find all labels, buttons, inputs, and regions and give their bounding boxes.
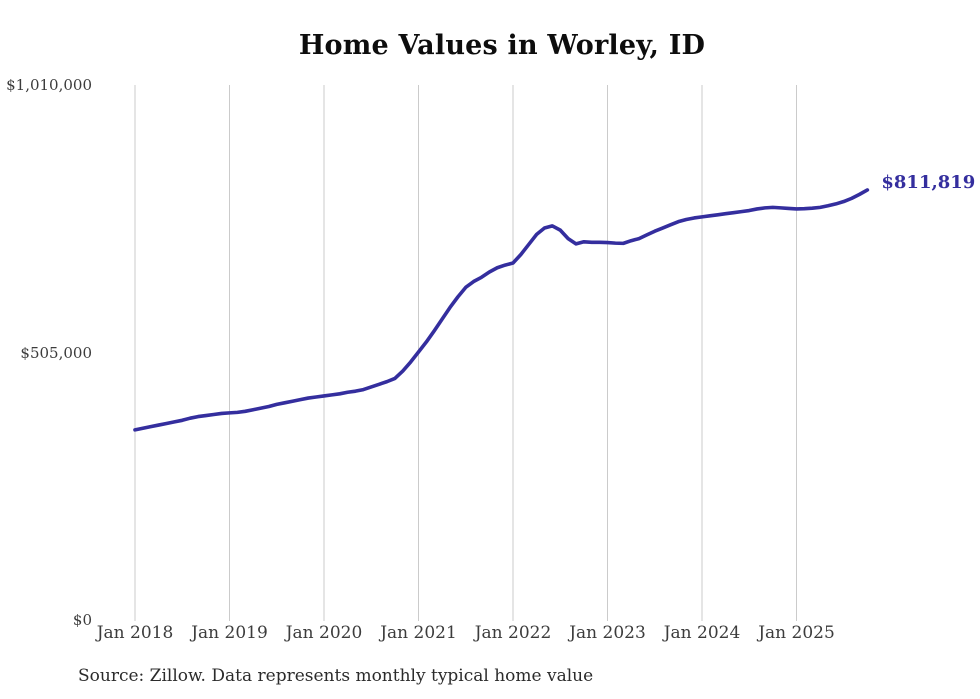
chart-title: Home Values in Worley, ID — [298, 30, 706, 61]
source-note: Source: Zillow. Data represents monthly … — [78, 666, 594, 686]
x-axis-label: Jan 2023 — [569, 623, 646, 643]
x-axis-label: Jan 2020 — [285, 623, 363, 643]
x-axis-label: Jan 2018 — [96, 623, 174, 643]
home-value-line — [133, 188, 870, 432]
y-axis-label: $1,010,000 — [6, 76, 92, 94]
y-axis-label: $0 — [72, 611, 92, 629]
y-axis-label: $505,000 — [20, 343, 92, 362]
x-axis-label: Jan 2019 — [191, 623, 268, 643]
x-axis-label: Jan 2025 — [758, 623, 835, 643]
x-axis-label: Jan 2024 — [663, 623, 741, 643]
x-axis-label: Jan 2021 — [380, 623, 457, 643]
x-axis-label: Jan 2022 — [474, 623, 552, 643]
latest-value-label: $811,819 — [881, 171, 976, 193]
